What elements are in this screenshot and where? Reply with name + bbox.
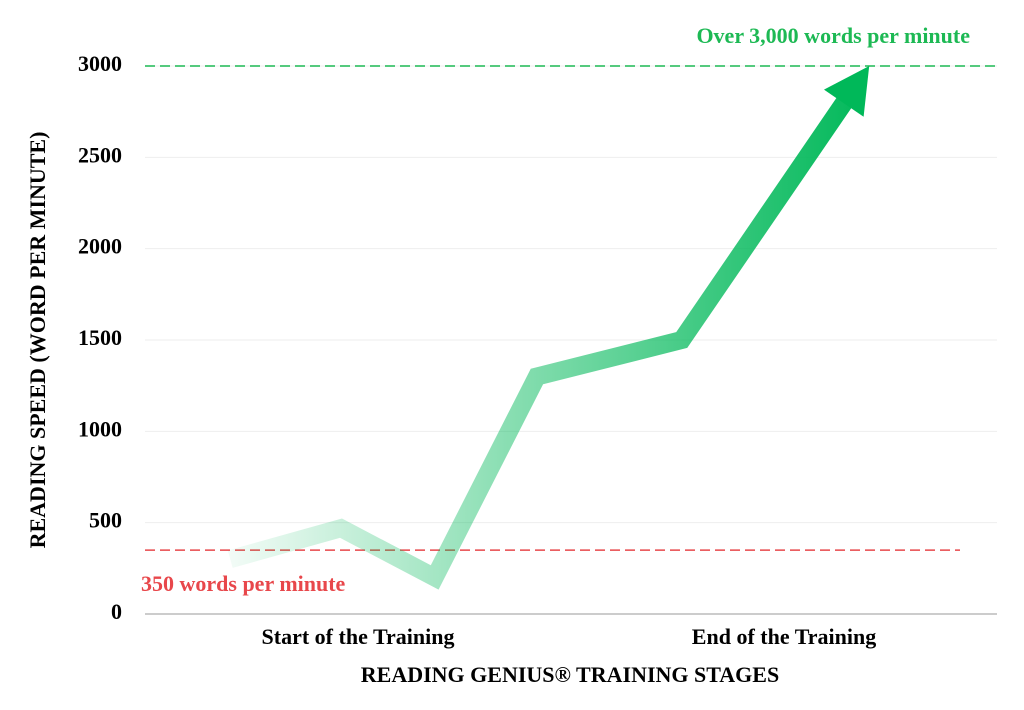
reference-label: 350 words per minute — [141, 571, 346, 596]
reference-label: Over 3,000 words per minute — [696, 23, 970, 48]
y-tick-label: 3000 — [78, 51, 122, 76]
y-tick-label: 1000 — [78, 416, 122, 441]
arrow-head — [823, 66, 870, 117]
y-axis-label: READING SPEED (WORD PER MINUTE) — [25, 132, 50, 549]
y-tick-label: 0 — [111, 599, 122, 624]
x-tick-label: End of the Training — [692, 624, 876, 649]
x-tick-label: Start of the Training — [262, 624, 455, 649]
y-tick-label: 2000 — [78, 234, 122, 259]
speed-line — [227, 85, 860, 590]
x-axis-label: READING GENIUS® TRAINING STAGES — [361, 662, 779, 687]
y-tick-label: 1500 — [78, 325, 122, 350]
y-tick-label: 500 — [89, 508, 122, 533]
y-tick-label: 2500 — [78, 142, 122, 167]
